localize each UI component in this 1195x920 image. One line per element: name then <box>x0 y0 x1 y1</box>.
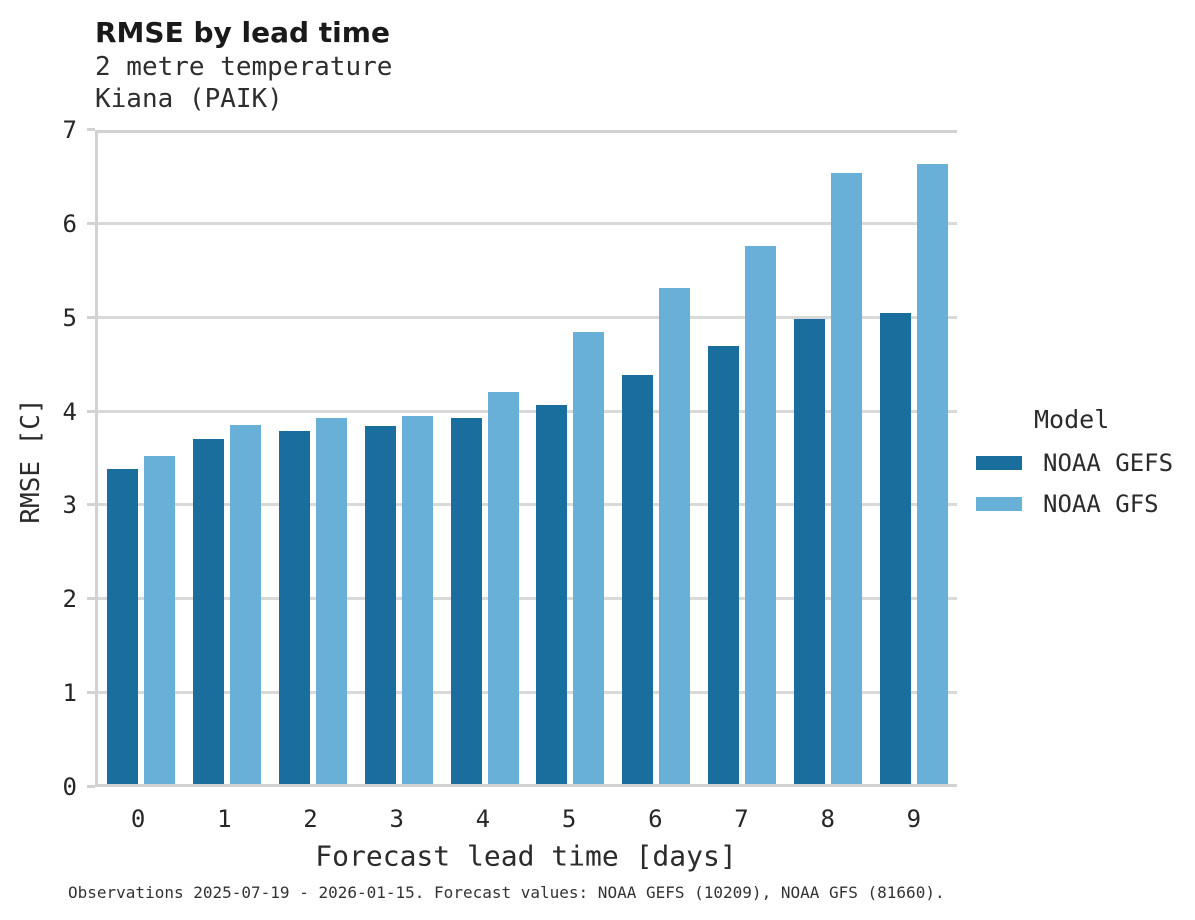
bar-group-lead-9 <box>871 133 957 784</box>
y-axis-line <box>95 130 98 787</box>
x-tick-label-7: 7 <box>734 805 749 833</box>
bar-noaa-gefs-lead-5 <box>536 404 568 784</box>
legend-title: Model <box>1034 405 1110 434</box>
x-tick-label-4: 4 <box>475 805 491 833</box>
x-axis-label: Forecast lead time [days] <box>315 839 737 873</box>
bar-noaa-gfs-lead-7 <box>745 245 777 784</box>
plot-area: 0 1 2 3 4 5 6 7 0 1 2 3 4 5 6 7 8 9 <box>63 118 957 833</box>
x-tick-label-9: 9 <box>906 805 922 833</box>
bar-group-lead-8 <box>785 133 871 784</box>
bar-noaa-gfs-lead-3 <box>401 415 433 784</box>
legend-swatch-noaa-gfs <box>976 497 1022 511</box>
legend-swatch-noaa-gefs <box>976 456 1022 470</box>
bar-noaa-gefs-lead-9 <box>880 313 912 784</box>
bar-group-lead-2 <box>270 133 356 784</box>
gridline-y-5 <box>95 315 957 319</box>
bar-noaa-gfs-lead-2 <box>315 417 347 784</box>
y-tick-mark-3 <box>87 503 95 507</box>
bar-group-lead-7 <box>699 133 785 784</box>
y-tick-mark-7 <box>87 128 95 131</box>
chart-subtitle-station: Kiana (PAIK) <box>95 84 283 114</box>
bar-group-lead-4 <box>442 133 528 784</box>
bar-noaa-gfs-lead-5 <box>573 332 605 784</box>
x-tick-label-0: 0 <box>130 805 146 833</box>
chart-subtitle-variable: 2 metre temperature <box>95 52 393 82</box>
bar-noaa-gfs-lead-6 <box>659 288 691 784</box>
gridline-y-3 <box>95 503 957 507</box>
bar-group-lead-0 <box>98 133 184 784</box>
y-tick-label-1: 1 <box>62 679 77 708</box>
bar-noaa-gefs-lead-2 <box>278 430 310 784</box>
y-tick-label-0: 0 <box>62 773 77 801</box>
bar-noaa-gfs-lead-1 <box>229 425 261 784</box>
legend-item-gfs: NOAA GFS <box>976 490 1173 518</box>
y-tick-label-3: 3 <box>62 491 77 520</box>
x-axis-line <box>95 784 957 787</box>
bar-noaa-gefs-lead-3 <box>364 425 396 784</box>
panel-border-top <box>95 130 957 133</box>
bar-noaa-gfs-lead-9 <box>917 163 949 784</box>
legend: Model NOAA GEFS NOAA GFS <box>976 405 1174 518</box>
bar-group-lead-5 <box>528 133 614 784</box>
legend-label-noaa-gfs: NOAA GFS <box>1043 490 1159 518</box>
bar-noaa-gefs-lead-8 <box>794 319 826 784</box>
y-tick-label-4: 4 <box>62 397 77 426</box>
y-tick-mark-1 <box>87 691 95 695</box>
y-tick-mark-5 <box>87 315 95 319</box>
bar-noaa-gfs-lead-8 <box>831 173 863 784</box>
y-tick-mark-4 <box>87 409 95 413</box>
bar-group-lead-1 <box>184 133 270 784</box>
bar-noaa-gfs-lead-4 <box>487 391 519 784</box>
bar-noaa-gefs-lead-4 <box>450 417 482 784</box>
x-tick-label-3: 3 <box>389 805 404 833</box>
gridline-y-4 <box>95 409 957 413</box>
y-tick-mark-0 <box>87 785 95 788</box>
x-tick-label-1: 1 <box>217 805 232 833</box>
y-tick-mark-6 <box>87 221 95 225</box>
y-tick-label-6: 6 <box>62 209 77 238</box>
gridline-y-6 <box>95 221 957 225</box>
caption: Observations 2025-07-19 - 2026-01-15. Fo… <box>68 883 945 902</box>
chart-title: RMSE by lead time <box>95 16 390 49</box>
bar-noaa-gefs-lead-6 <box>622 374 654 784</box>
gridline-y-2 <box>95 597 957 601</box>
bar-noaa-gfs-lead-0 <box>143 455 175 784</box>
legend-item-gefs: NOAA GEFS <box>976 449 1174 477</box>
gridline-y-1 <box>95 691 957 695</box>
x-tick-label-8: 8 <box>820 805 835 833</box>
x-tick-label-6: 6 <box>648 805 663 833</box>
bar-group-lead-6 <box>613 133 699 784</box>
x-tick-label-2: 2 <box>303 805 318 833</box>
y-tick-mark-2 <box>87 597 95 601</box>
legend-label-noaa-gefs: NOAA GEFS <box>1043 449 1174 477</box>
bar-noaa-gefs-lead-1 <box>192 438 224 784</box>
y-tick-label-2: 2 <box>62 585 77 614</box>
bar-group-lead-3 <box>356 133 442 784</box>
y-tick-label-5: 5 <box>62 303 77 332</box>
bar-noaa-gefs-lead-0 <box>106 468 138 784</box>
bar-series-container <box>98 133 957 784</box>
x-tick-label-5: 5 <box>561 805 577 833</box>
y-tick-label-7: 7 <box>62 116 77 144</box>
bar-noaa-gefs-lead-7 <box>708 345 740 784</box>
